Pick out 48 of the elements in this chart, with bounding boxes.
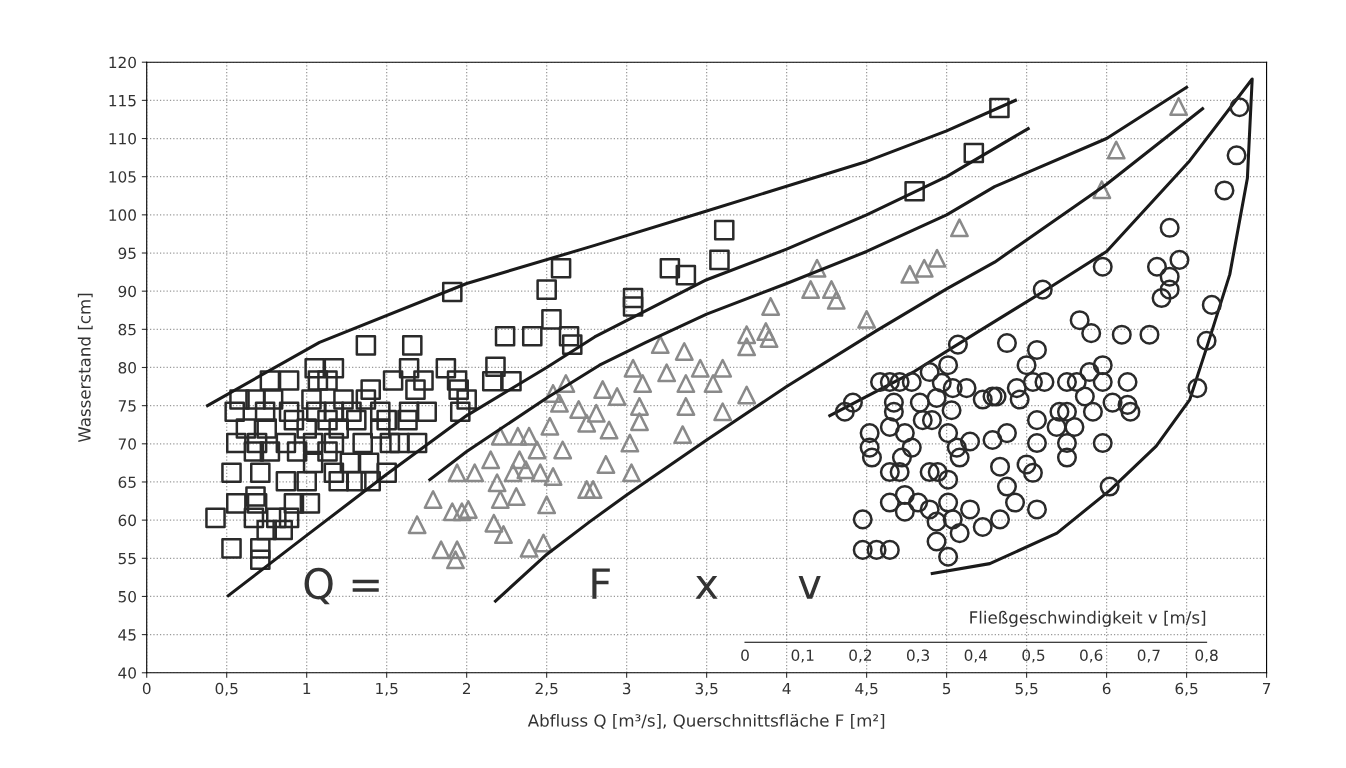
x2-tick-label: 0 — [741, 649, 749, 662]
x-tick-label: 7 — [1262, 682, 1271, 695]
y-tick-label: 90 — [118, 285, 136, 298]
y-tick-label: 110 — [109, 132, 136, 145]
x-tick-label: 2,5 — [535, 682, 558, 696]
x-tick-label: 4,5 — [855, 682, 878, 696]
x2-tick-label: 0,8 — [1195, 649, 1218, 663]
x-tick-label: 0 — [142, 682, 151, 695]
x2-tick-label: 0,4 — [964, 649, 988, 663]
x-tick-label: 6,5 — [1175, 682, 1198, 696]
annotation: F — [592, 568, 610, 599]
x-tick-label: 1 — [303, 682, 311, 695]
x2-tick-label: 0,1 — [791, 649, 814, 663]
y-tick-label: 85 — [118, 323, 136, 336]
y-tick-label: 60 — [118, 514, 136, 527]
y-tick-label: 65 — [118, 476, 136, 488]
x2-tick-label: 0,2 — [849, 649, 872, 663]
y-tick-label: 45 — [118, 629, 136, 641]
x-tick-label: 5,5 — [1015, 682, 1038, 696]
y-axis-title: Wasserstand [cm] — [77, 293, 93, 443]
y-tick-label: 70 — [118, 438, 136, 450]
x2-tick-label: 0,7 — [1137, 649, 1160, 663]
annotation: Q = — [304, 567, 379, 605]
x-tick-label: 2 — [462, 682, 471, 695]
x-tick-label: 3 — [622, 682, 631, 695]
x-tick-label: 1,5 — [376, 682, 398, 696]
x-tick-label: 3,5 — [695, 682, 718, 696]
y-tick-label: 50 — [118, 590, 136, 603]
y-tick-label: 120 — [109, 56, 136, 69]
y-tick-label: 75 — [118, 400, 136, 412]
x2-axis-title: Fließgeschwindigkeit v [m/s] — [970, 610, 1206, 627]
y-tick-label: 115 — [109, 95, 136, 107]
x-tick-label: 4 — [782, 682, 791, 695]
y-tick-label: 40 — [118, 667, 136, 679]
x2-tick-label: 0,3 — [906, 649, 930, 663]
x2-tick-label: 0,6 — [1080, 649, 1103, 663]
annotation: v — [798, 576, 821, 599]
y-tick-label: 55 — [118, 552, 136, 565]
y-tick-label: 105 — [109, 171, 136, 183]
x-tick-label: 6 — [1102, 682, 1111, 695]
x-axis-title: Abfluss Q [m³/s], Querschnittsfläche F [m²] — [527, 713, 885, 729]
x-tick-label: 5 — [942, 682, 951, 695]
y-tick-label: 100 — [109, 209, 136, 221]
x2-tick-label: 0,5 — [1022, 649, 1045, 663]
y-tick-label: 95 — [118, 247, 136, 260]
x-tick-label: 0,5 — [215, 682, 238, 696]
annotation: x — [695, 576, 718, 599]
y-tick-label: 80 — [118, 361, 136, 374]
